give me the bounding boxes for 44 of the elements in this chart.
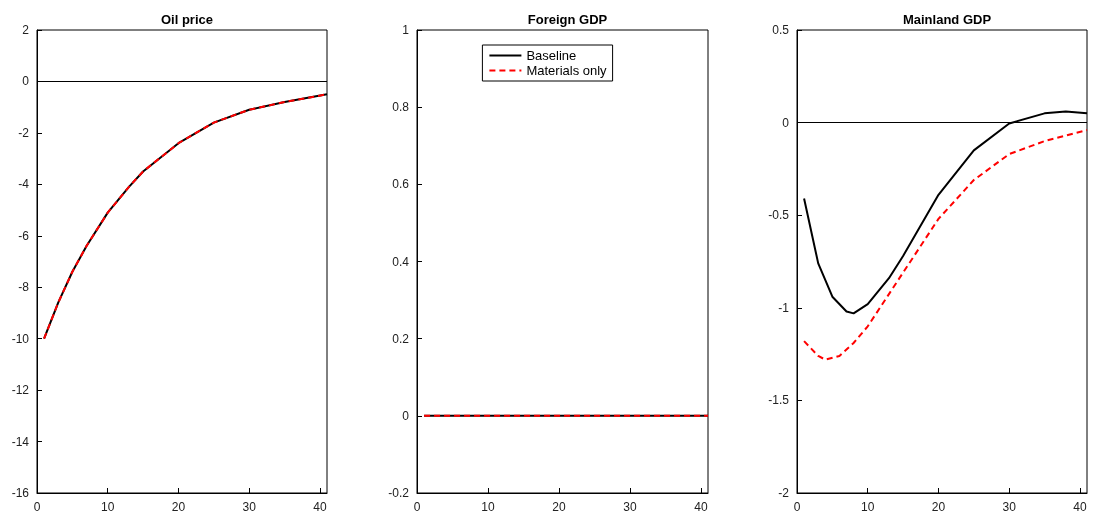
y-tick-label: 1 — [402, 23, 410, 37]
legend-label: Materials only — [526, 63, 608, 78]
y-tick-label: -12 — [11, 383, 30, 398]
y-tick-label: -1 — [778, 300, 790, 315]
x-tick-label: 40 — [1073, 500, 1087, 514]
x-tick-label: 20 — [171, 500, 186, 514]
x-tick-label: 10 — [861, 500, 875, 514]
y-tick-label: 2 — [22, 23, 30, 37]
y-tick-label: 0.8 — [392, 100, 410, 115]
x-tick-label: 0 — [413, 500, 421, 514]
chart-title: Mainland GDP — [902, 12, 992, 27]
x-tick-label: 10 — [481, 500, 495, 514]
chart-title: Foreign GDP — [527, 12, 608, 27]
y-tick-label: -4 — [18, 177, 30, 192]
x-tick-label: 30 — [242, 500, 257, 514]
y-tick-label: -8 — [18, 280, 30, 295]
y-tick-label: -6 — [18, 228, 30, 243]
y-tick-label: -2 — [778, 486, 790, 500]
y-tick-label: -1.5 — [768, 393, 790, 408]
x-tick-label: 30 — [1002, 500, 1017, 514]
y-tick-label: 0.2 — [392, 331, 410, 346]
y-tick-label: 0.4 — [392, 254, 410, 269]
line-series — [803, 129, 1088, 361]
x-tick-label: 30 — [623, 500, 637, 514]
y-tick-label: -2 — [18, 125, 30, 140]
y-tick-label: 0.5 — [772, 23, 790, 37]
x-tick-label: 20 — [552, 500, 566, 514]
y-tick-label: 0 — [402, 408, 410, 423]
chart-title: Oil price — [160, 12, 214, 27]
x-tick-label: 0 — [33, 500, 41, 514]
y-tick-label: 0.6 — [392, 177, 410, 192]
y-tick-label: 0 — [782, 115, 790, 130]
y-tick-label: 0 — [22, 74, 30, 89]
y-tick-label: -16 — [11, 486, 30, 500]
x-tick-label: 40 — [694, 500, 708, 514]
x-tick-label: 40 — [313, 500, 327, 514]
x-tick-label: 20 — [931, 500, 946, 514]
legend-label: Baseline — [526, 48, 577, 63]
y-tick-label: -14 — [11, 434, 30, 449]
y-tick-label: -0.2 — [388, 486, 410, 500]
x-tick-label: 0 — [793, 500, 801, 514]
y-tick-label: -10 — [11, 331, 30, 346]
x-tick-label: 10 — [101, 500, 115, 514]
y-tick-label: -0.5 — [768, 208, 790, 223]
